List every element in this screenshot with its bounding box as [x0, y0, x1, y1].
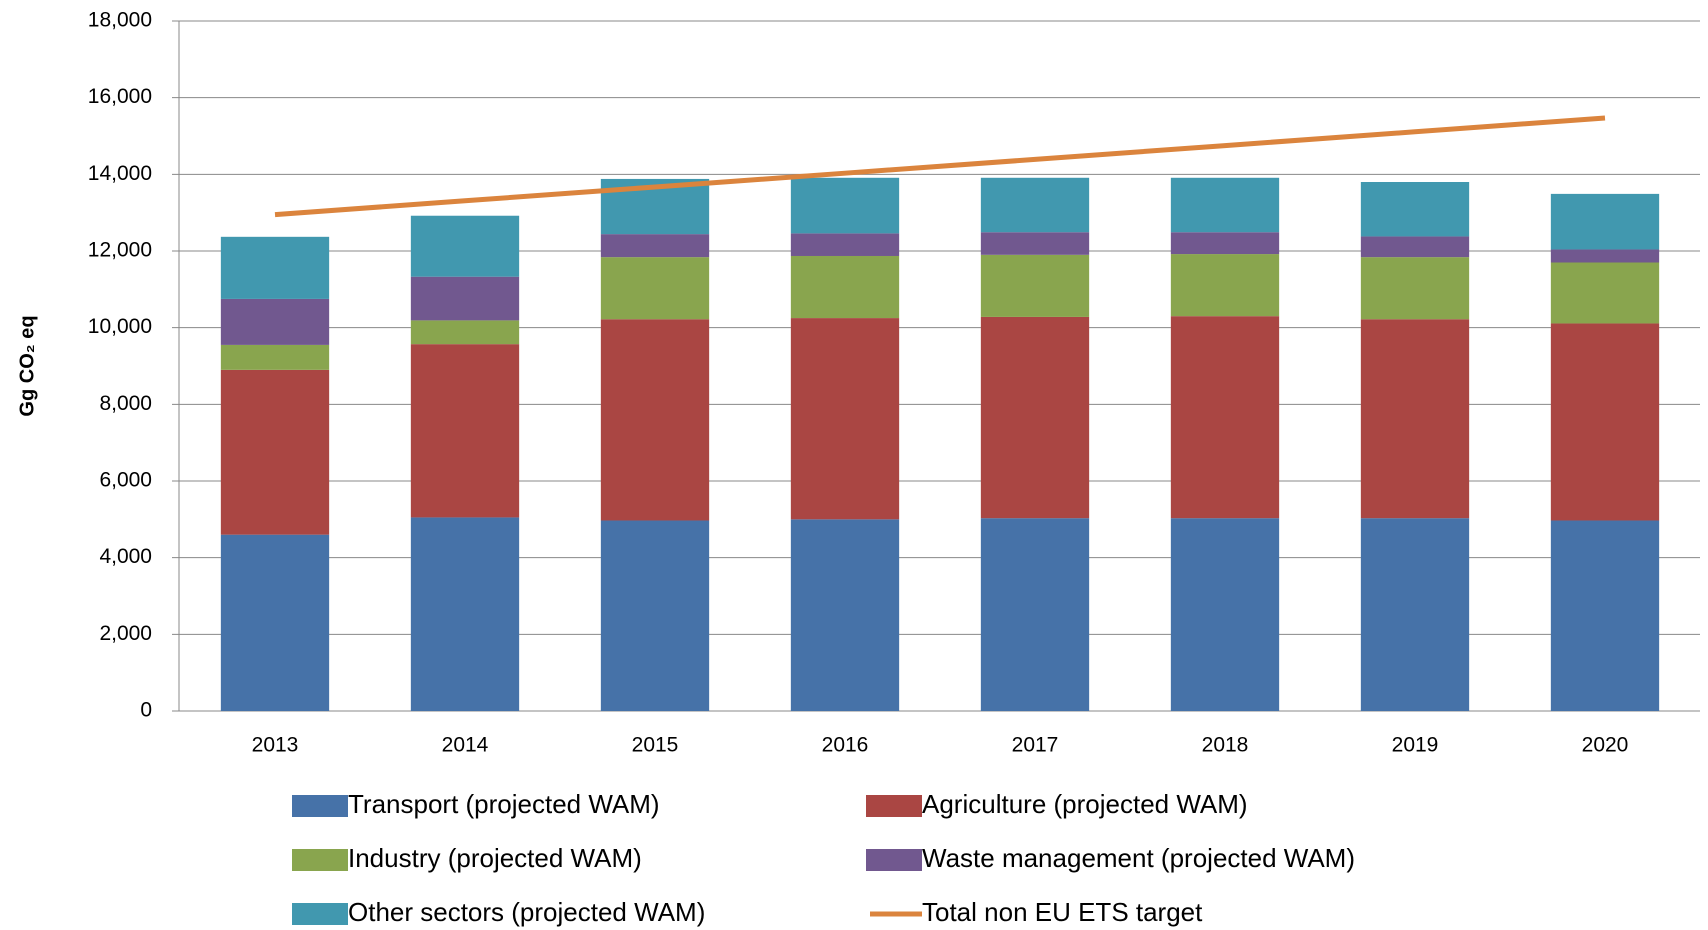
- bar-segment: [221, 370, 329, 535]
- bar-segment: [1171, 518, 1279, 711]
- legend-label: Waste management (projected WAM): [922, 843, 1355, 873]
- y-tick-label: 2,000: [99, 622, 152, 645]
- x-tick-label: 2014: [442, 734, 489, 757]
- bar-segment: [221, 535, 329, 711]
- y-tick-label: 0: [140, 699, 152, 722]
- bar-segment: [601, 257, 709, 319]
- y-tick-label: 4,000: [99, 545, 152, 568]
- legend-label: Industry (projected WAM): [348, 843, 642, 873]
- x-tick-label: 2015: [632, 734, 679, 757]
- x-tick-label: 2013: [252, 734, 299, 757]
- bar-segment: [601, 520, 709, 711]
- bar-segment: [981, 518, 1089, 711]
- y-tick-label: 10,000: [88, 315, 152, 338]
- bar-segment: [411, 320, 519, 344]
- bar-segment: [411, 216, 519, 277]
- bar-segment: [1361, 319, 1469, 518]
- bar-segment: [1361, 257, 1469, 319]
- legend-label: Other sectors (projected WAM): [348, 897, 705, 927]
- legend-label: Total non EU ETS target: [922, 897, 1203, 927]
- x-tick-label: 2019: [1392, 734, 1439, 757]
- legend-label: Agriculture (projected WAM): [922, 789, 1248, 819]
- x-tick-label: 2020: [1582, 734, 1629, 757]
- x-tick-label: 2016: [822, 734, 869, 757]
- y-tick-label: 14,000: [88, 162, 152, 185]
- x-tick-label: 2018: [1202, 734, 1249, 757]
- bar-segment: [1551, 249, 1659, 262]
- y-tick-label: 12,000: [88, 239, 152, 262]
- bar-segment: [791, 233, 899, 256]
- legend-label: Transport (projected WAM): [348, 789, 660, 819]
- bar-segment: [1361, 236, 1469, 257]
- bar-segment: [981, 232, 1089, 255]
- y-tick-label: 16,000: [88, 85, 152, 108]
- bar-segment: [791, 519, 899, 711]
- bar-segment: [411, 344, 519, 517]
- bar-segment: [981, 317, 1089, 518]
- legend-swatch: [292, 903, 348, 925]
- bar-segment: [1171, 178, 1279, 232]
- bar-segment: [411, 277, 519, 321]
- bar-segment: [981, 255, 1089, 317]
- bar-segment: [1551, 323, 1659, 520]
- bar-segment: [1551, 263, 1659, 324]
- y-tick-label: 8,000: [99, 392, 152, 415]
- bar-segment: [791, 318, 899, 519]
- bar-segment: [1171, 316, 1279, 518]
- y-axis-title: Gg CO₂ eq: [16, 315, 38, 416]
- bar-segment: [221, 299, 329, 345]
- bar-segment: [981, 178, 1089, 232]
- bar-segment: [1551, 194, 1659, 250]
- legend-swatch: [292, 849, 348, 871]
- x-tick-label: 2017: [1012, 734, 1059, 757]
- bar-segment: [411, 517, 519, 711]
- bar-segment: [1171, 232, 1279, 254]
- bar-segment: [1551, 520, 1659, 711]
- bar-segment: [1361, 518, 1469, 711]
- bar-segment: [791, 178, 899, 234]
- bar-segment: [1361, 182, 1469, 236]
- bar-segment: [221, 237, 329, 299]
- y-tick-label: 6,000: [99, 469, 152, 492]
- chart: Gg CO₂ eq 0 2,000 4,000 6,000 8,000 10,000 12,…: [0, 0, 1708, 930]
- bar-segment: [791, 256, 899, 318]
- legend-swatch: [292, 795, 348, 817]
- y-tick-label: 18,000: [88, 9, 152, 32]
- bar-segment: [221, 345, 329, 370]
- legend-swatch: [866, 849, 922, 871]
- bar-segment: [1171, 254, 1279, 316]
- bar-segment: [601, 234, 709, 257]
- bar-segment: [601, 319, 709, 520]
- legend-swatch: [866, 795, 922, 817]
